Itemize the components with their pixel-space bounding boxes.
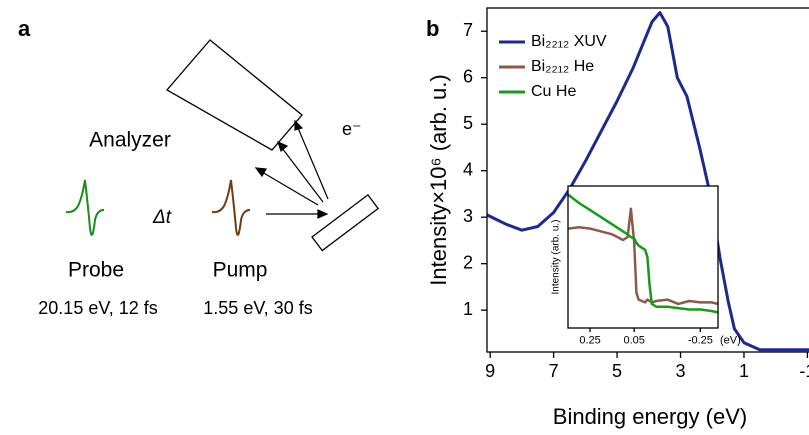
panel-label: a — [18, 16, 31, 41]
legend-label: Bi₂₂₁₂ XUV — [531, 33, 607, 50]
inset-background — [568, 186, 718, 328]
y-tick-label: 3 — [463, 206, 473, 226]
data-line — [568, 207, 718, 306]
plot-frame — [567, 185, 719, 329]
panel-label: b — [426, 16, 439, 41]
y-tick-label: 6 — [463, 66, 473, 86]
x-tick-label: 0.05 — [623, 335, 644, 347]
electron-arrows — [254, 119, 329, 219]
delay-label: Δt — [152, 207, 172, 228]
x-tick-label: 7 — [549, 361, 559, 381]
pump-params: 1.55 eV, 30 fs — [203, 298, 312, 318]
data-line — [568, 193, 718, 314]
x-axis-title: (eV) — [720, 335, 741, 347]
legend-label: Bi₂₂₁₂ He — [531, 58, 594, 75]
x-tick-label: 9 — [485, 361, 495, 381]
sample — [311, 193, 380, 252]
analyzer-label: Analyzer — [89, 129, 171, 152]
y-tick-label: 1 — [463, 299, 473, 319]
x-tick-label: -0.25 — [688, 335, 713, 347]
probe-label: Probe — [68, 259, 124, 282]
plot-frame — [486, 7, 809, 353]
y-tick-label: 2 — [463, 252, 473, 272]
x-tick-label: 5 — [612, 361, 622, 381]
probe-params: 20.15 eV, 12 fs — [38, 298, 157, 318]
analyzer-icon — [165, 39, 303, 151]
probe-pulse — [65, 179, 105, 236]
x-axis-title: Binding energy (eV) — [553, 404, 747, 429]
x-tick-label: 0.25 — [579, 335, 600, 347]
x-tick-label: -1 — [799, 361, 809, 381]
electron-label: e⁻ — [342, 119, 362, 139]
y-axis-title: Intensity (arb. u.) — [551, 219, 562, 294]
data-line — [487, 11, 809, 352]
x-tick-label: 3 — [676, 361, 686, 381]
y-tick-label: 5 — [463, 113, 473, 133]
legend-label: Cu He — [531, 83, 576, 100]
y-axis-title: Intensity×10⁶ (arb. u.) — [426, 74, 451, 285]
x-tick-label: 1 — [739, 361, 749, 381]
pump-pulse — [211, 179, 251, 236]
y-tick-label: 4 — [463, 159, 473, 179]
pump-label: Pump — [213, 259, 268, 282]
y-tick-label: 7 — [463, 20, 473, 40]
